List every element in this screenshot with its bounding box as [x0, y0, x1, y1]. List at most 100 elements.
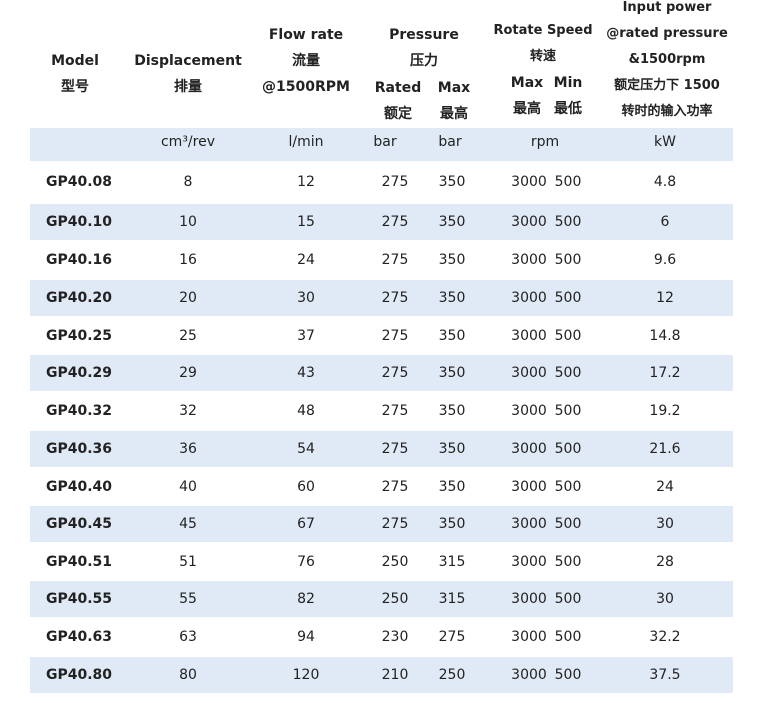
cell-model: GP40.63 — [46, 629, 113, 645]
cell-rated: 275 — [381, 479, 409, 495]
header-speed-cn: 转速 — [529, 49, 556, 64]
cell-smax: 3000 — [511, 516, 547, 532]
header-power-cn-1: 额定压力下 1500 — [614, 78, 720, 93]
cell-flow: 37 — [297, 328, 315, 344]
cell-flow: 43 — [297, 365, 315, 381]
cell-disp: 29 — [179, 365, 197, 381]
cell-model: GP40.25 — [46, 328, 113, 344]
header-power-rated: @rated pressure — [606, 26, 728, 41]
header-model-cn: 型号 — [61, 79, 89, 95]
header-pressure-rated-cn: 额定 — [384, 106, 412, 122]
cell-flow: 15 — [297, 214, 315, 230]
cell-max: 350 — [438, 328, 466, 344]
cell-power: 14.8 — [649, 328, 681, 344]
cell-power: 17.2 — [649, 365, 681, 381]
cell-smax: 3000 — [511, 252, 547, 268]
cell-disp: 45 — [179, 516, 197, 532]
header-power-cn-2: 转时的输入功率 — [621, 104, 713, 119]
cell-rated: 230 — [381, 629, 409, 645]
header-model-en: Model — [51, 53, 99, 69]
cell-max: 350 — [438, 214, 466, 230]
unit-flow: l/min — [288, 134, 324, 150]
cell-smin: 500 — [554, 667, 582, 683]
cell-rated: 275 — [381, 365, 409, 381]
cell-rated: 275 — [381, 403, 409, 419]
cell-smax: 3000 — [511, 328, 547, 344]
cell-model: GP40.36 — [46, 441, 113, 457]
cell-smax: 3000 — [511, 667, 547, 683]
cell-max: 350 — [438, 174, 466, 190]
cell-smax: 3000 — [511, 214, 547, 230]
table-row: GP40.40 40 60 275 350 3000 500 24 — [30, 469, 733, 505]
cell-smin: 500 — [554, 554, 582, 570]
cell-smax: 3000 — [511, 554, 547, 570]
cell-rated: 250 — [381, 591, 409, 607]
header-pressure-rated: Rated 额定 — [368, 75, 428, 127]
table-row: GP40.25 25 37 275 350 3000 500 14.8 — [30, 318, 733, 354]
cell-disp: 25 — [179, 328, 197, 344]
cell-model: GP40.20 — [46, 290, 113, 306]
cell-max: 350 — [438, 403, 466, 419]
cell-rated: 275 — [381, 290, 409, 306]
header-pressure-rated-en: Rated — [374, 80, 422, 96]
cell-smin: 500 — [554, 174, 582, 190]
unit-rated: bar — [373, 134, 397, 150]
cell-disp: 55 — [179, 591, 197, 607]
cell-flow: 30 — [297, 290, 315, 306]
table-row: GP40.51 51 76 250 315 3000 500 28 — [30, 544, 733, 580]
header-speed-max-cn: 最高 — [513, 101, 541, 117]
table-row: GP40.20 20 30 275 350 3000 500 12 — [30, 280, 733, 316]
header-flow-rpm: @1500RPM — [262, 79, 350, 95]
cell-flow: 82 — [297, 591, 315, 607]
cell-power: 37.5 — [649, 667, 681, 683]
cell-smax: 3000 — [511, 441, 547, 457]
header-displacement-cn: 排量 — [174, 79, 202, 95]
cell-smax: 3000 — [511, 365, 547, 381]
header-speed: Rotate Speed 转速 — [488, 18, 598, 70]
table-row: GP40.08 8 12 275 350 3000 500 4.8 — [30, 164, 733, 200]
cell-max: 350 — [438, 441, 466, 457]
cell-power: 4.8 — [653, 174, 677, 190]
cell-flow: 54 — [297, 441, 315, 457]
cell-rated: 275 — [381, 516, 409, 532]
header-speed-en: Rotate Speed — [493, 23, 593, 38]
cell-rated: 210 — [381, 667, 409, 683]
header-pressure-en: Pressure — [389, 27, 459, 43]
cell-power: 30 — [656, 516, 674, 532]
cell-disp: 32 — [179, 403, 197, 419]
cell-smax: 3000 — [511, 174, 547, 190]
cell-smin: 500 — [554, 365, 582, 381]
cell-rated: 275 — [381, 441, 409, 457]
header-pressure-max-cn: 最高 — [440, 106, 468, 122]
header-flow-en: Flow rate — [268, 27, 344, 43]
cell-disp: 36 — [179, 441, 197, 457]
cell-disp: 63 — [179, 629, 197, 645]
cell-flow: 76 — [297, 554, 315, 570]
cell-disp: 16 — [179, 252, 197, 268]
cell-rated: 250 — [381, 554, 409, 570]
cell-max: 315 — [438, 554, 466, 570]
cell-max: 350 — [438, 516, 466, 532]
cell-max: 350 — [438, 479, 466, 495]
cell-power: 24 — [656, 479, 674, 495]
header-power-rpm: &1500rpm — [628, 52, 706, 67]
header-speed-max: Max 最高 — [502, 70, 552, 122]
header-pressure-max: Max 最高 — [428, 75, 480, 127]
header-model: Model 型号 — [30, 48, 120, 100]
cell-disp: 40 — [179, 479, 197, 495]
cell-model: GP40.55 — [46, 591, 113, 607]
cell-power: 30 — [656, 591, 674, 607]
cell-model: GP40.45 — [46, 516, 113, 532]
cell-model: GP40.80 — [46, 667, 113, 683]
table-row: GP40.80 80 120 210 250 3000 500 37.5 — [30, 657, 733, 693]
cell-smin: 500 — [554, 290, 582, 306]
header-displacement: Displacement 排量 — [128, 48, 248, 100]
cell-flow: 24 — [297, 252, 315, 268]
cell-power: 19.2 — [649, 403, 681, 419]
cell-smax: 3000 — [511, 591, 547, 607]
cell-smin: 500 — [554, 403, 582, 419]
cell-model: GP40.16 — [46, 252, 113, 268]
cell-smin: 500 — [554, 629, 582, 645]
cell-smax: 3000 — [511, 403, 547, 419]
cell-model: GP40.10 — [46, 214, 113, 230]
